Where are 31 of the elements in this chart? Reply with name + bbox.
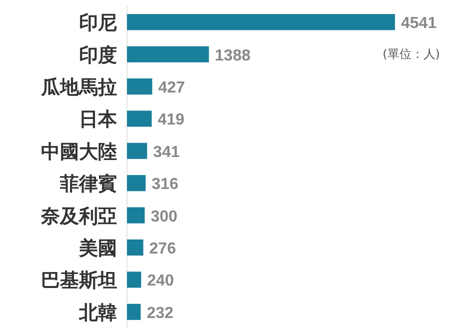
y-tick-label: 日本 <box>79 108 118 131</box>
y-tick-label: 印度 <box>79 44 117 66</box>
data-label: 4541 <box>401 15 437 32</box>
y-tick-label: 中國大陸 <box>41 140 117 163</box>
y-tick-label: 奈及利亞 <box>40 205 117 228</box>
bar <box>127 142 148 159</box>
data-label: 240 <box>147 272 174 290</box>
bar <box>127 78 152 95</box>
data-label: 300 <box>150 208 178 226</box>
data-label: 419 <box>158 112 185 129</box>
bar <box>127 239 144 256</box>
y-tick-label: 巴基斯坦 <box>41 270 117 292</box>
data-label: 276 <box>149 240 176 258</box>
annotation: (單位：人) <box>382 47 440 61</box>
y-tick-label: 北韓 <box>78 302 117 324</box>
data-label: 1388 <box>214 47 251 64</box>
bar <box>127 14 395 30</box>
y-tick-label: 美國 <box>78 238 117 260</box>
bar <box>127 46 209 62</box>
y-tick-label: 菲律賓 <box>59 173 117 196</box>
bar <box>127 207 145 224</box>
bar <box>127 110 152 127</box>
bar <box>127 272 142 288</box>
data-label: 316 <box>152 176 178 194</box>
data-label: 427 <box>158 80 185 96</box>
y-tick-label: 印尼 <box>79 12 117 34</box>
bar <box>127 175 146 192</box>
y-tick-label: 瓜地馬拉 <box>40 76 117 98</box>
bar <box>127 304 141 320</box>
data-label: 341 <box>153 144 180 161</box>
data-label: 232 <box>146 304 174 322</box>
